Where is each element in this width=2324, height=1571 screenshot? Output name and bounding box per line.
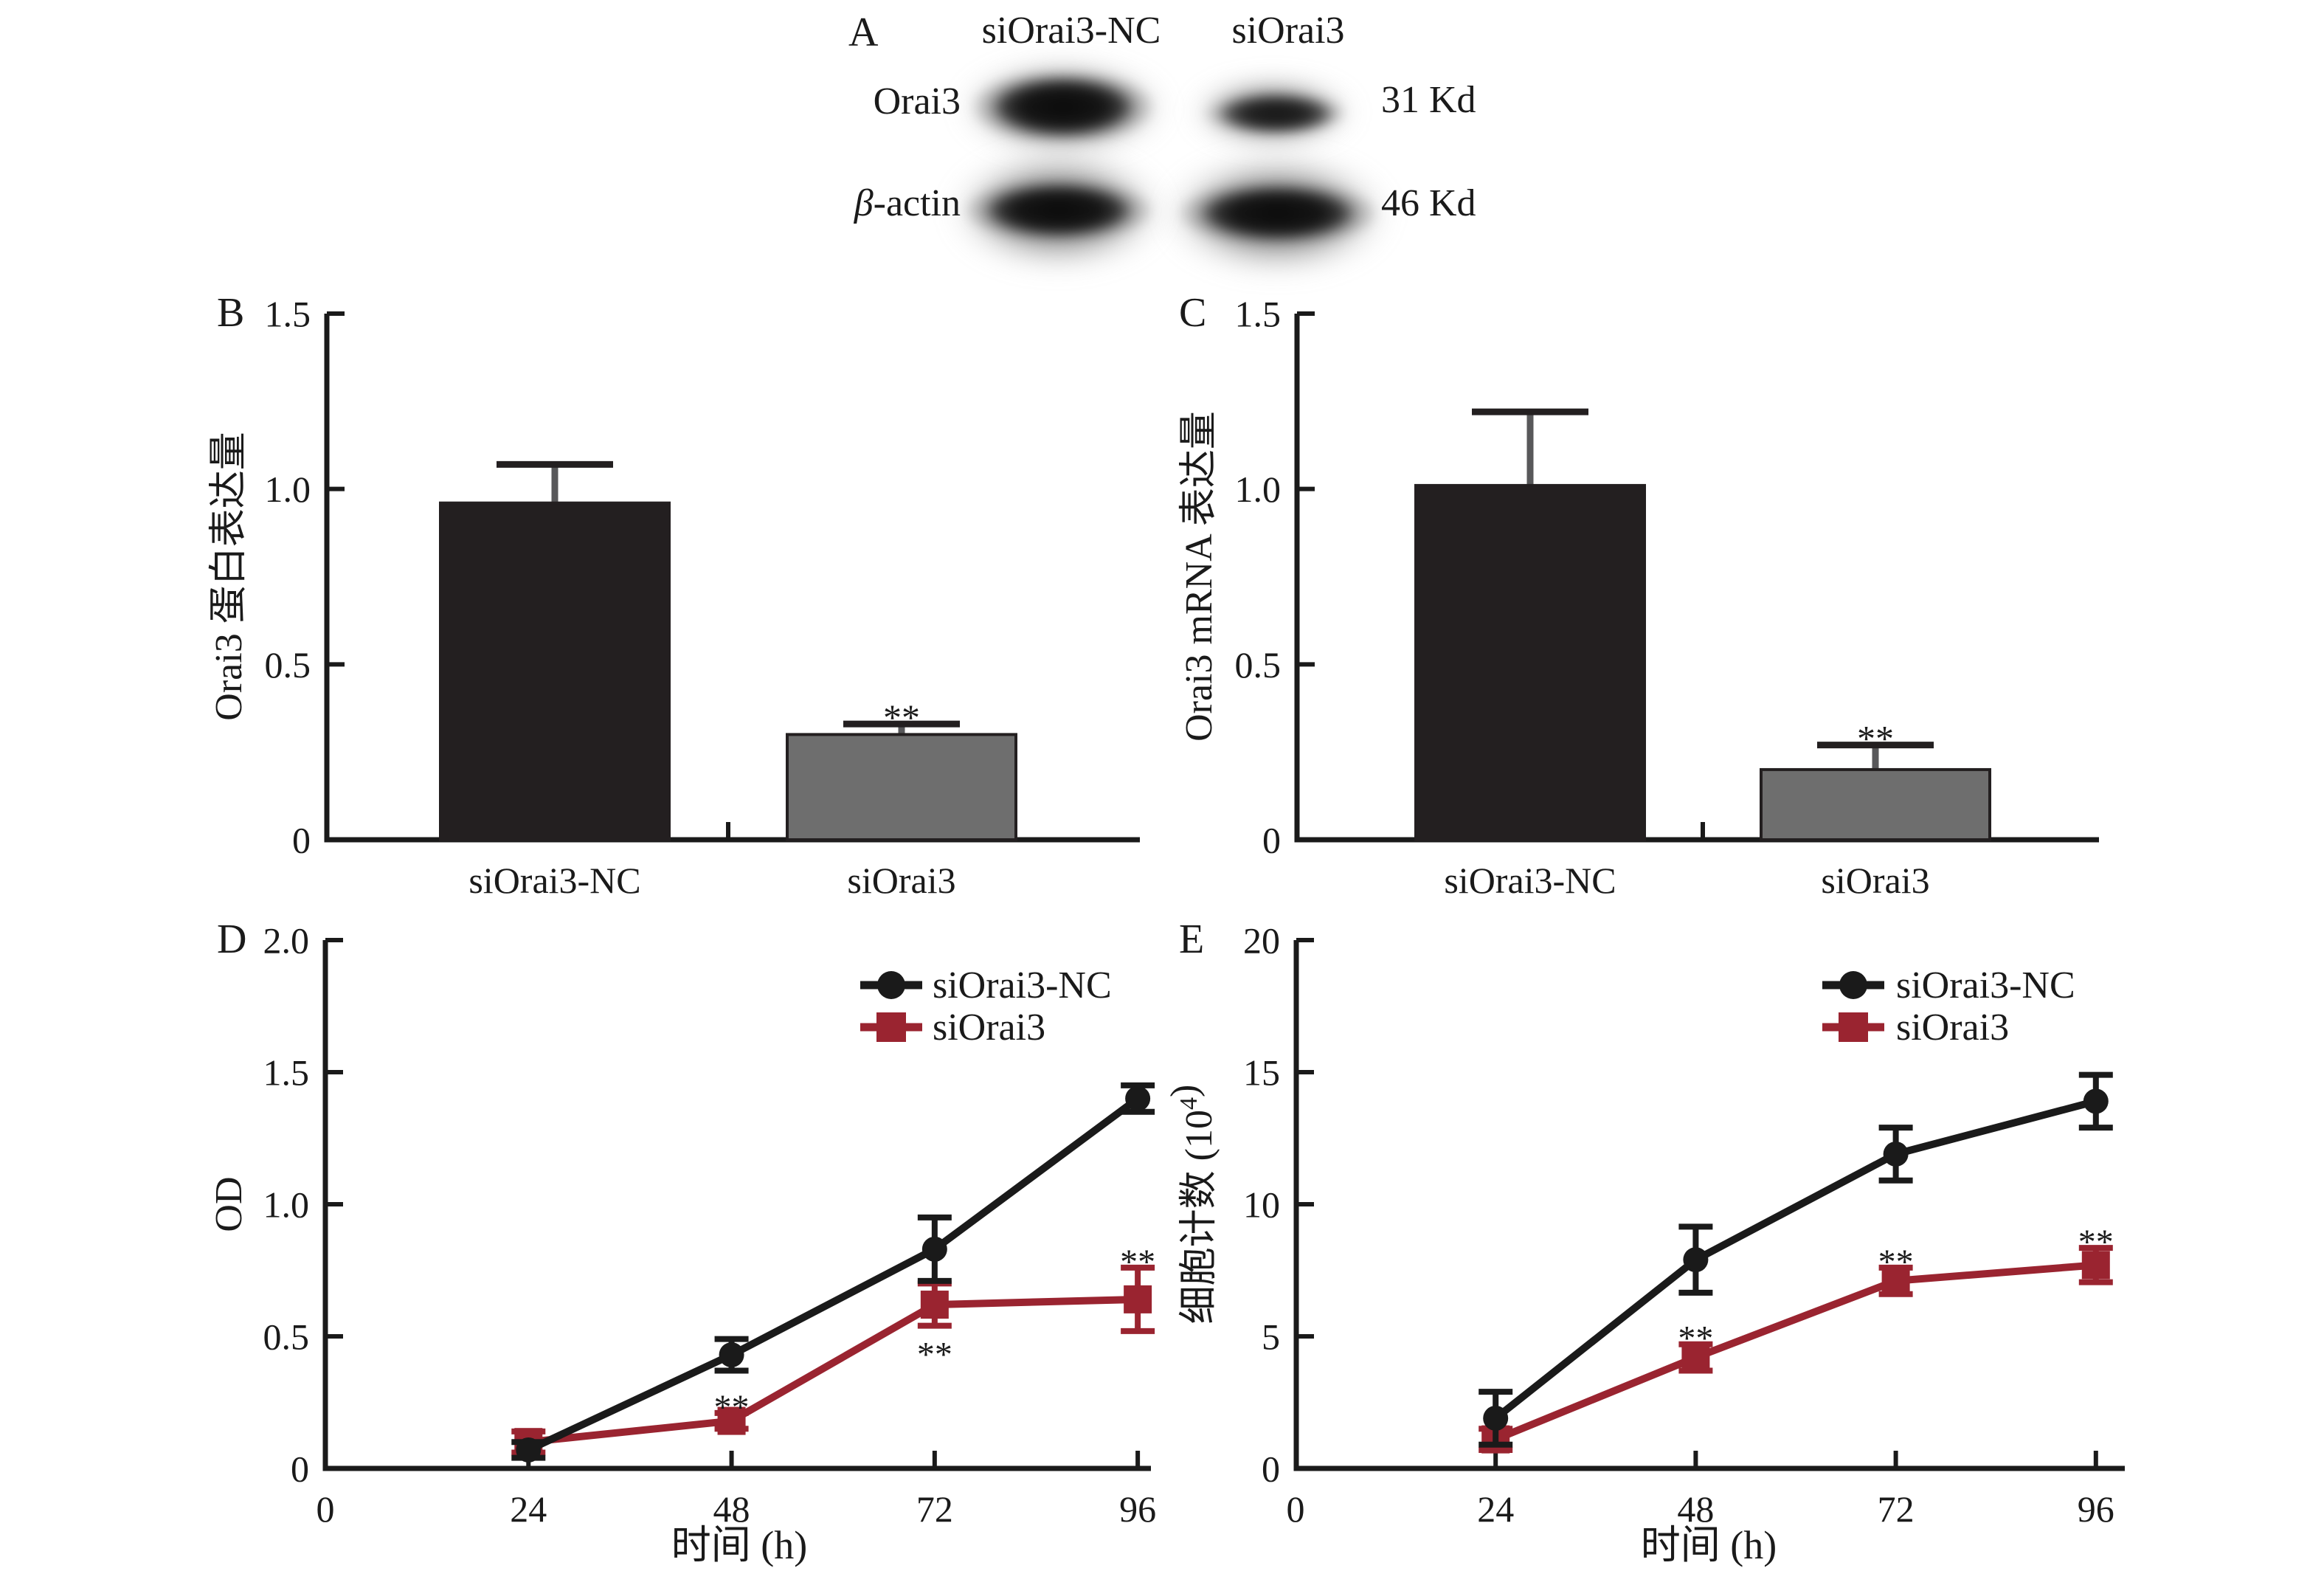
blot-column-label-sioarai3-nc: siOrai3-NC: [981, 10, 1161, 52]
legend-marker-square-siOrai3: [1839, 1012, 1868, 1042]
data-point-circle-siOrai3-NC: [1883, 1141, 1909, 1167]
y-tick-label-panelE: 10: [1243, 1184, 1280, 1226]
x-category-label-panelB: siOrai3: [847, 860, 955, 901]
blot-band-orai3-si: [1203, 89, 1344, 134]
data-point-circle-siOrai3-NC: [1483, 1405, 1509, 1431]
blot-row-label-beta-actin-prefix: β: [854, 182, 874, 224]
x-tick-label-panelD: 96: [1119, 1488, 1156, 1530]
legend-marker-square-siOrai3: [876, 1012, 906, 1042]
x-tick-label-panelE: 24: [1477, 1488, 1514, 1530]
data-point-circle-siOrai3-NC: [719, 1342, 744, 1368]
data-point-square-siOrai3: [920, 1291, 949, 1319]
blot-row-label-beta-actin: β-actin: [854, 182, 961, 224]
series-line-siOrai3: [1494, 1261, 2097, 1443]
y-tick-label-panelB: 1.0: [265, 469, 311, 510]
panel-label-a: A: [848, 10, 879, 55]
legend-marker-circle-siOrai3-NC: [877, 971, 905, 999]
data-point-circle-siOrai3-NC: [516, 1437, 542, 1463]
x-tick-label-panelE: 0: [1287, 1488, 1305, 1530]
y-tick-label-panelC: 1.5: [1235, 294, 1282, 335]
y-tick-label-panelC: 1.0: [1235, 469, 1282, 510]
legend-marker-circle-siOrai3-NC: [1839, 971, 1867, 999]
western-blot-panel: A siOrai3-NC siOrai3 Orai3 31 Kd β-actin…: [0, 0, 2324, 295]
legend-label-siOrai3-NC: siOrai3-NC: [1896, 964, 2075, 1007]
bar-panelC-0: [1414, 483, 1646, 841]
x-tick-label-panelE: 72: [1878, 1488, 1915, 1530]
legend-label-siOrai3-NC: siOrai3-NC: [933, 964, 1112, 1007]
data-point-circle-siOrai3-NC: [1683, 1247, 1709, 1273]
significance-marker: **: [1120, 1243, 1155, 1282]
panel-label-b: B: [217, 290, 244, 336]
y-tick-label-panelD: 0: [291, 1449, 309, 1490]
y-tick-label-panelB: 0: [292, 820, 311, 861]
y-tick-label-panelB: 1.5: [265, 294, 311, 335]
y-tick-label-panelB: 0.5: [265, 644, 311, 686]
legend-label-siOrai3: siOrai3: [1896, 1007, 2009, 1049]
blot-column-label-siorai3: siOrai3: [1231, 10, 1345, 52]
axes-panelD: [322, 940, 1151, 1471]
blot-row-label-orai3: Orai3: [873, 80, 961, 122]
blot-size-label-31kd: 31 Kd: [1381, 79, 1476, 121]
y-axis-label-panelC: Orai3 mRNA 表达量: [1178, 411, 1220, 742]
y-tick-label-panelE: 20: [1243, 920, 1280, 961]
data-point-square-siOrai3: [1681, 1343, 1710, 1372]
data-point-square-siOrai3: [717, 1406, 746, 1435]
x-category-label-panelC: siOrai3-NC: [1444, 860, 1616, 901]
significance-marker: **: [2078, 1223, 2114, 1262]
axes-panelE: [1293, 940, 2125, 1471]
y-tick-label-panelC: 0: [1262, 820, 1281, 861]
bar-panelB-0: [439, 501, 671, 841]
blot-size-label-46kd: 46 Kd: [1381, 182, 1476, 224]
x-tick-label-panelD: 48: [713, 1488, 750, 1530]
significance-marker: **: [1678, 1319, 1713, 1358]
data-point-circle-siOrai3-NC: [921, 1236, 947, 1262]
x-axis-label-panelE: 时间 (h): [1641, 1523, 1777, 1567]
panel-label-e: E: [1179, 916, 1204, 962]
y-axis-label-panelD: OD: [208, 1176, 250, 1232]
y-tick-label-panelD: 1.5: [263, 1052, 310, 1094]
x-category-label-panelB: siOrai3-NC: [468, 860, 640, 901]
significance-marker: **: [1878, 1243, 1914, 1282]
data-point-circle-siOrai3-NC: [1125, 1085, 1151, 1111]
data-point-square-siOrai3: [1124, 1285, 1152, 1313]
x-tick-label-panelE: 96: [2078, 1488, 2114, 1530]
blot-band-orai3-nc: [972, 72, 1154, 142]
significance-marker: **: [714, 1388, 750, 1427]
series-line-siOrai3-NC: [1493, 1097, 2098, 1421]
panel-label-d: D: [217, 916, 246, 962]
blot-band-actin-nc: [965, 179, 1152, 241]
y-axis-label-panelB: Orai3 蛋白表达量: [208, 432, 250, 720]
x-tick-label-panelD: 0: [317, 1488, 335, 1530]
significance-marker: **: [917, 1336, 952, 1375]
y-tick-label-panelE: 0: [1262, 1449, 1280, 1490]
bar-panelC-1: [1760, 767, 1991, 842]
y-tick-label-panelD: 1.0: [263, 1184, 310, 1226]
significance-marker: **: [1857, 718, 1894, 759]
x-axis-label-panelD: 时间 (h): [671, 1523, 807, 1567]
significance-marker: **: [883, 697, 920, 738]
legend-label-siOrai3: siOrai3: [933, 1007, 1045, 1049]
y-tick-label-panelE: 15: [1243, 1052, 1280, 1094]
panel-label-c: C: [1179, 290, 1206, 336]
data-point-square-siOrai3: [1881, 1266, 1910, 1295]
x-tick-label-panelE: 48: [1677, 1488, 1714, 1530]
y-tick-label-panelE: 5: [1262, 1316, 1280, 1358]
x-category-label-panelC: siOrai3: [1821, 860, 1929, 901]
y-tick-label-panelD: 0.5: [263, 1316, 310, 1358]
y-tick-label-panelD: 2.0: [263, 920, 310, 961]
blot-band-actin-si: [1179, 182, 1377, 245]
data-point-circle-siOrai3-NC: [2083, 1088, 2109, 1114]
bar-panelB-1: [786, 733, 1017, 842]
y-tick-label-panelC: 0.5: [1235, 644, 1282, 686]
x-tick-label-panelD: 24: [510, 1488, 547, 1530]
series-line-siOrai3: [528, 1295, 1138, 1446]
series-line-siOrai3-NC: [527, 1095, 1141, 1454]
y-axis-label-panelE: 细胞计数 (104): [1163, 1085, 1220, 1325]
x-tick-label-panelD: 72: [916, 1488, 953, 1530]
data-point-square-siOrai3: [2081, 1251, 2110, 1280]
